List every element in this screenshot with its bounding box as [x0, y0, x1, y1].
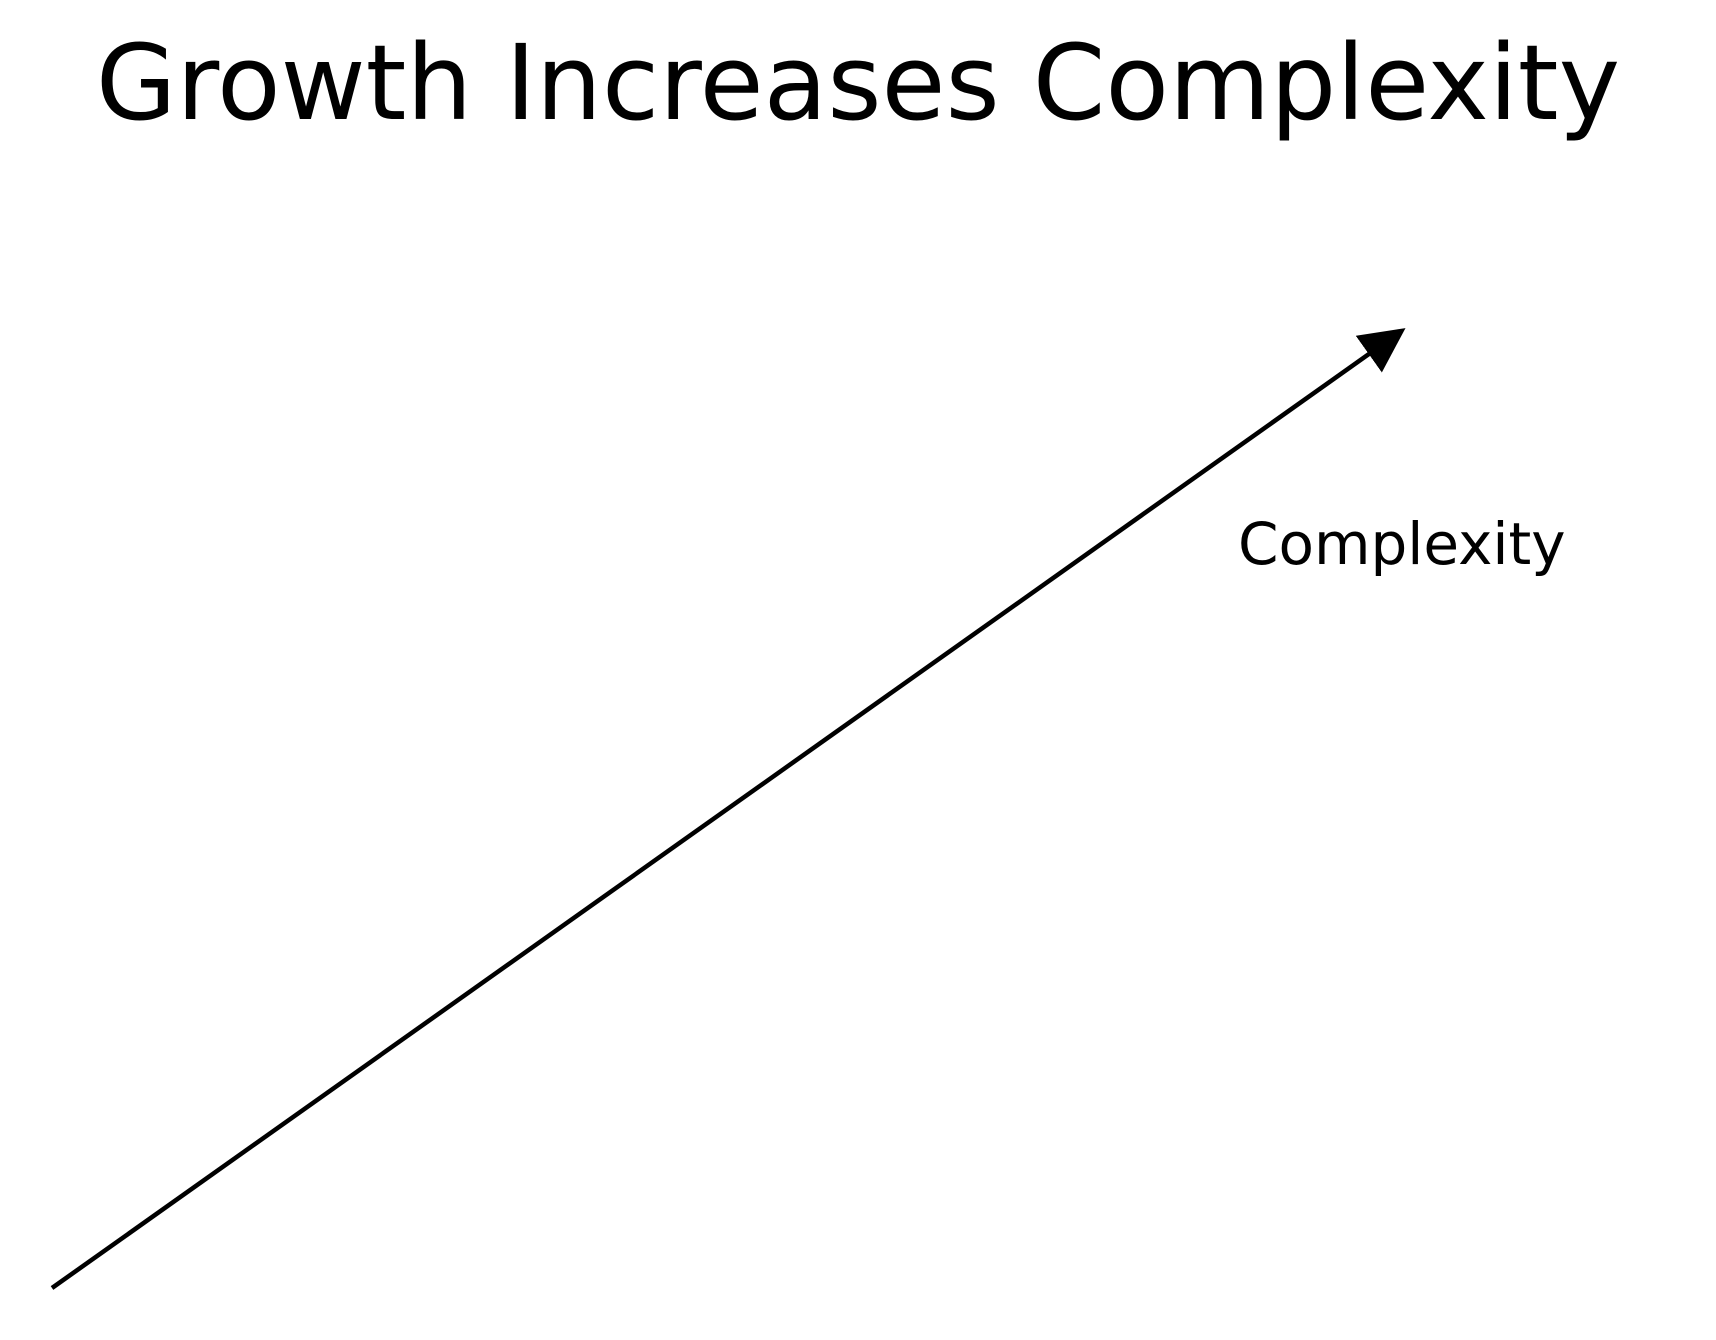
complexity-arrow [50, 328, 1406, 1290]
arrow-label: Complexity [1238, 510, 1566, 578]
slide-title: Growth Increases Complexity [95, 22, 1621, 144]
